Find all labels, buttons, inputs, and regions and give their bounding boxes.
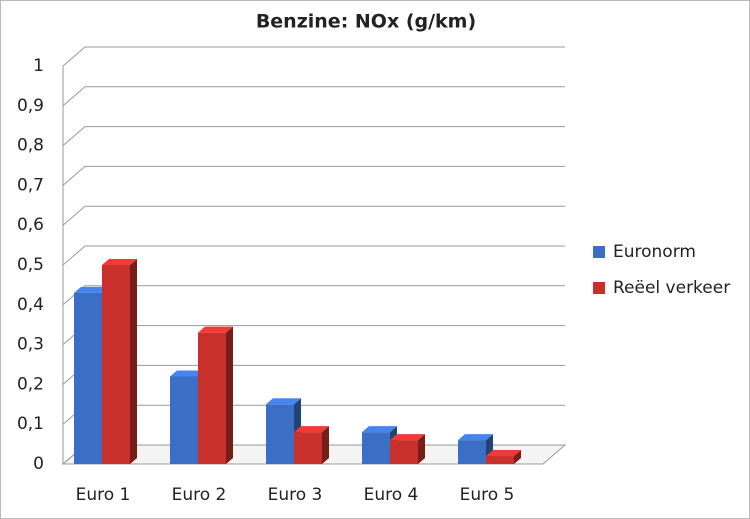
y-tick-label: 0,3 [17, 335, 44, 355]
bar-top [486, 450, 521, 457]
x-tick-label: Euro 4 [364, 485, 419, 505]
grid-line [62, 165, 565, 186]
bar [486, 456, 514, 464]
legend-swatch [593, 246, 605, 258]
bar-top [170, 370, 205, 377]
grid-line [62, 245, 565, 266]
y-tick-label: 0,4 [17, 295, 44, 315]
y-tick-label: 0,1 [17, 414, 44, 434]
bar [74, 292, 102, 464]
bar [294, 432, 322, 464]
bar [170, 376, 198, 464]
x-tick-label: Euro 2 [172, 485, 227, 505]
bar-top [458, 434, 493, 441]
bar [266, 404, 294, 464]
bar [362, 432, 390, 464]
y-tick-label: 0,5 [17, 255, 44, 275]
bar-side [322, 426, 329, 464]
bar-top [198, 326, 233, 333]
grid-line [62, 285, 565, 306]
bar-side [226, 326, 233, 464]
bar [198, 332, 226, 464]
bar-top [294, 426, 329, 433]
bar-top [390, 434, 425, 441]
y-tick-label: 0,2 [17, 374, 44, 394]
bar-side [514, 450, 521, 464]
x-tick-label: Euro 5 [460, 485, 515, 505]
bar-top [362, 426, 397, 433]
bar [102, 265, 130, 464]
grid-line [62, 46, 565, 67]
grid-line [62, 86, 565, 107]
y-tick-label: 0,6 [17, 215, 44, 235]
x-tick-label: Euro 1 [76, 485, 131, 505]
y-tick-label: 0,7 [17, 175, 44, 195]
bar-top [102, 259, 137, 265]
grid-line [62, 126, 565, 146]
y-tick-label: 0,8 [17, 136, 44, 156]
x-tick-label: Euro 3 [268, 485, 323, 505]
legend-label: Euronorm [613, 242, 696, 262]
legend-swatch [593, 282, 605, 294]
bar-side [418, 434, 425, 464]
bar-side [130, 259, 137, 464]
bar [390, 440, 418, 464]
legend-label: Reëel verkeer [613, 278, 730, 298]
bar [458, 440, 486, 464]
chart-title: Benzine: NOx (g/km) [256, 11, 476, 33]
y-tick-label: 0,9 [17, 96, 44, 116]
y-tick-label: 0 [33, 454, 44, 474]
grid-line [62, 205, 565, 226]
bar-top [74, 286, 109, 293]
bar-top [266, 398, 301, 405]
y-tick-label: 1 [33, 56, 44, 76]
